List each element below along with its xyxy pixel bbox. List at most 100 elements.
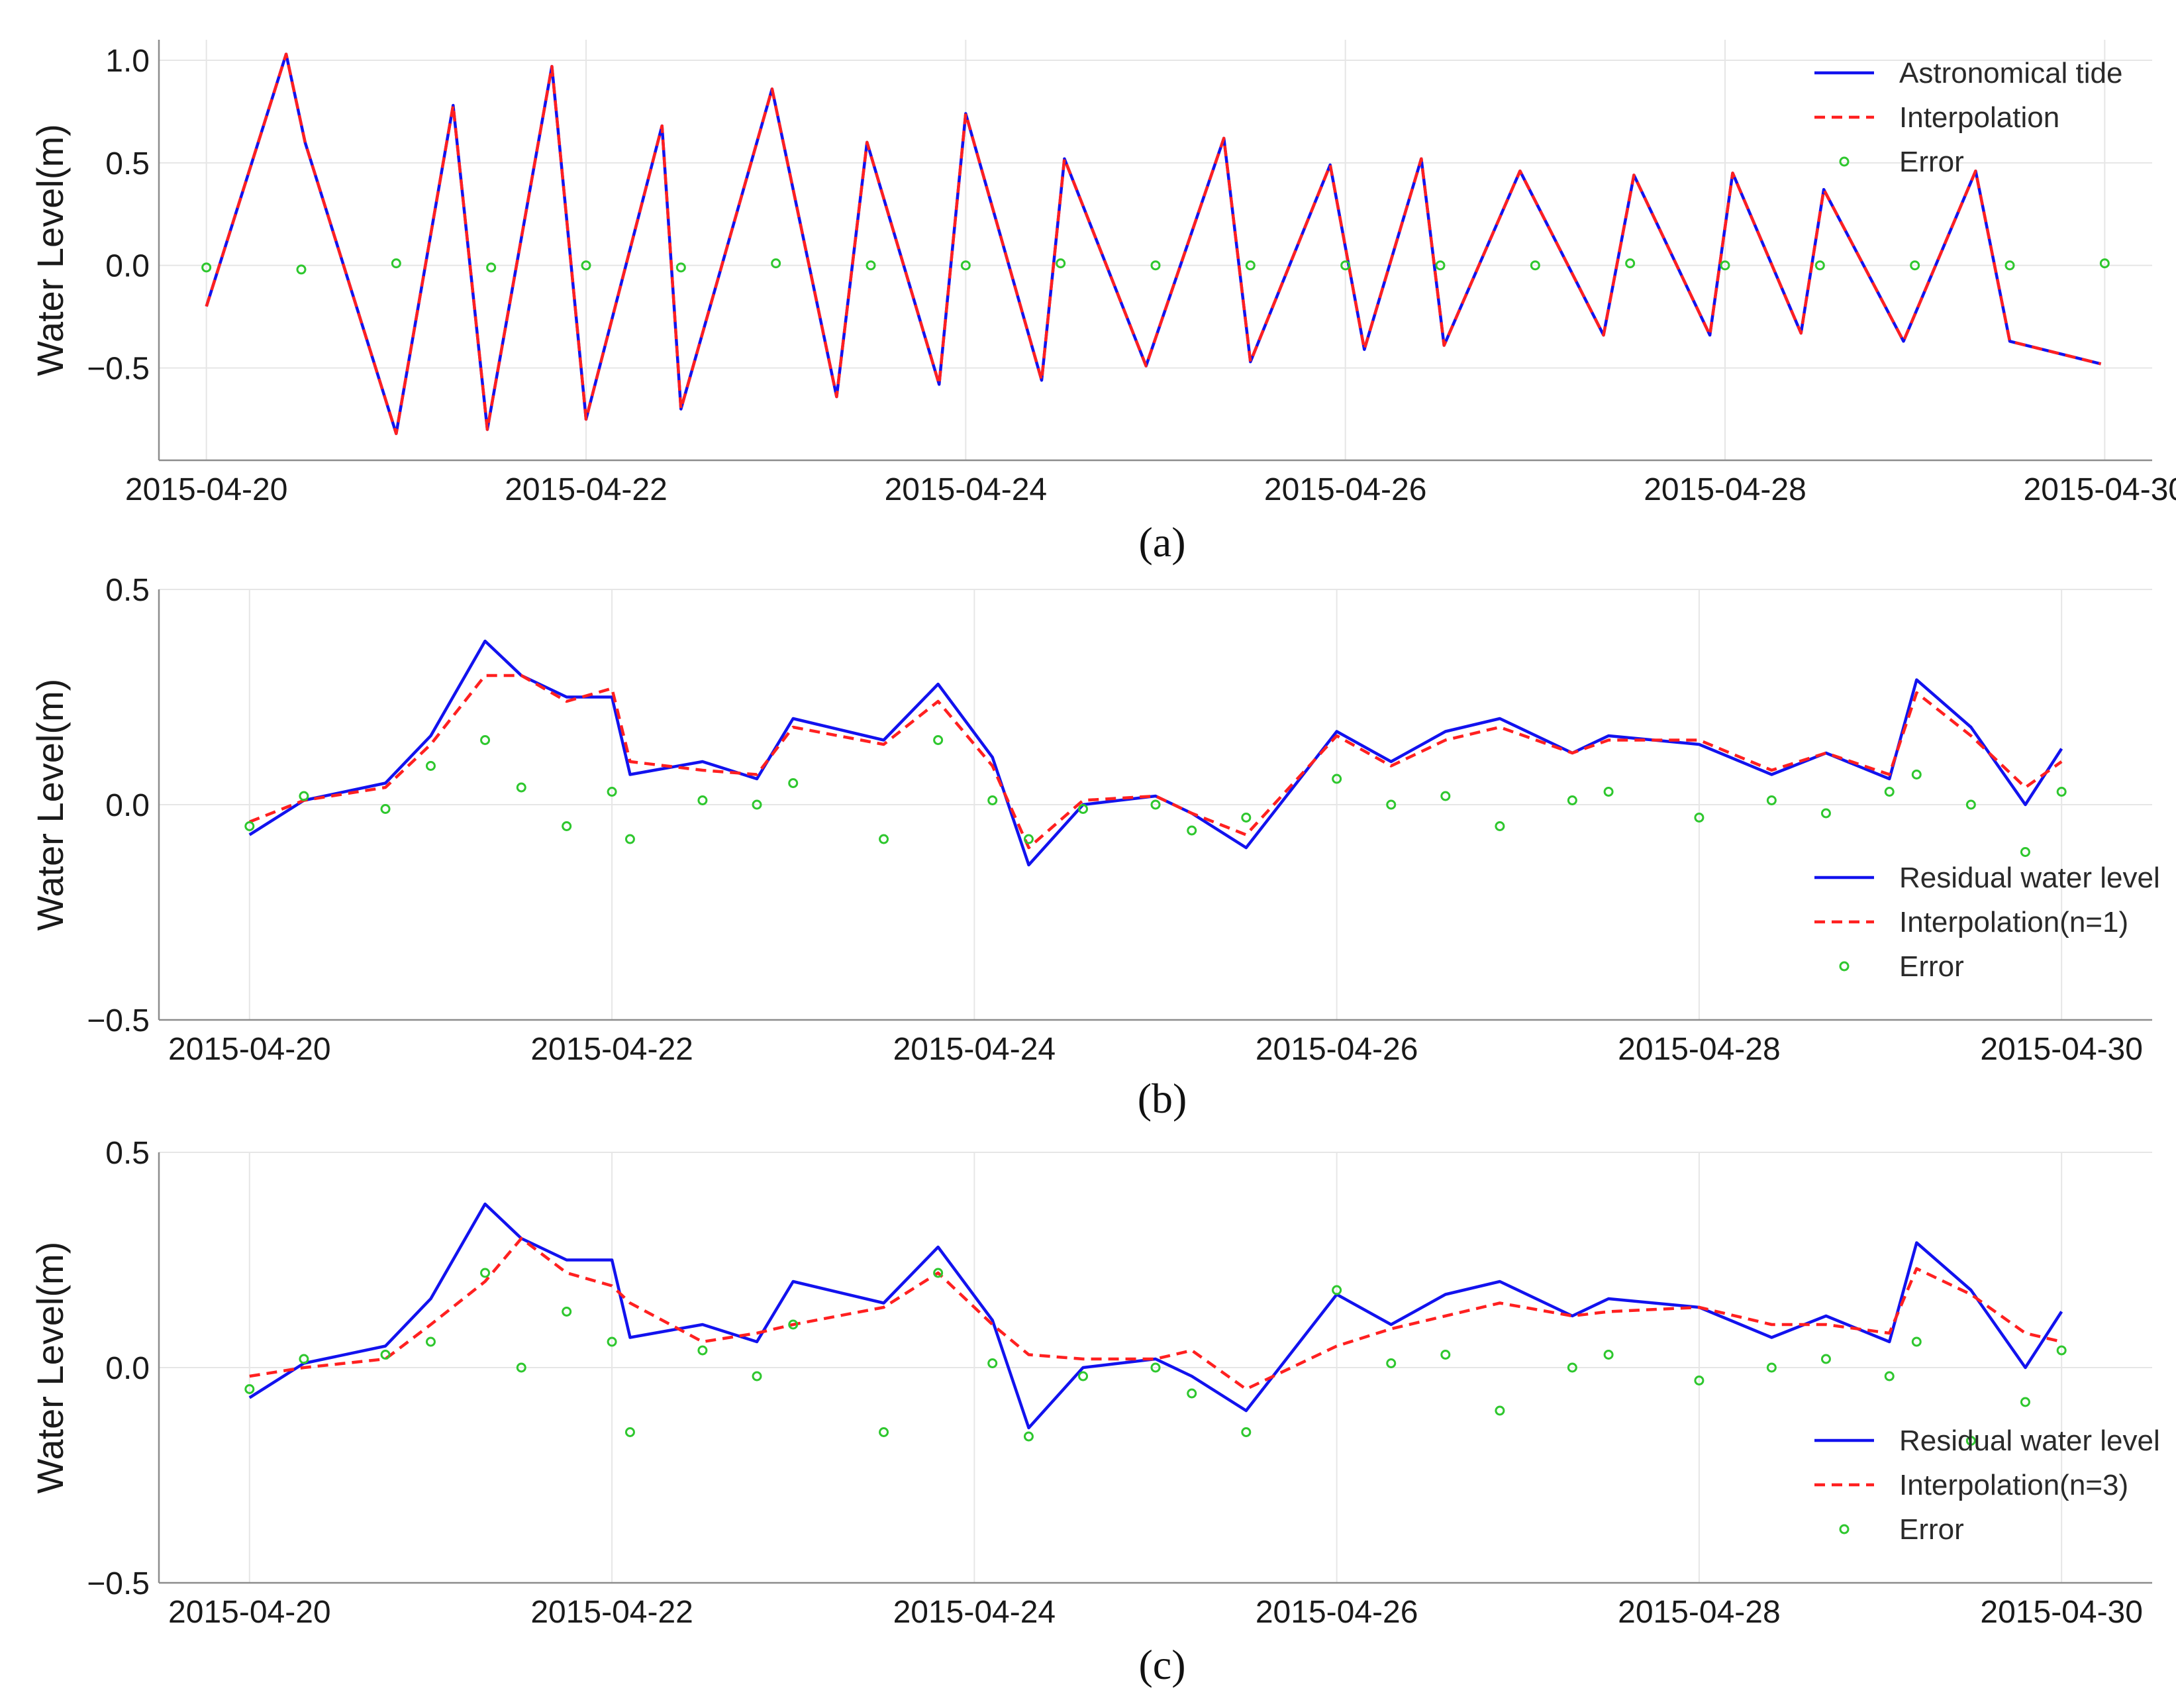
error-point	[1150, 1362, 1161, 1373]
legend-label: Interpolation	[1899, 101, 2059, 134]
error-point	[1187, 825, 1197, 836]
panel-label: (b)	[1138, 1075, 1187, 1122]
error-point	[1820, 1354, 1831, 1364]
error-point	[391, 258, 401, 269]
error-point	[1884, 787, 1895, 797]
y-axis-title: Water Level(m)	[29, 679, 71, 931]
error-point	[1694, 1376, 1705, 1385]
error-point	[1187, 1388, 1197, 1399]
error-point	[2020, 847, 2030, 857]
x-tick-label: 2015-04-30	[1980, 1595, 2143, 1630]
x-tick-label: 2015-04-22	[505, 472, 668, 507]
interpolation-line	[249, 1236, 2062, 1391]
error-point	[1911, 1336, 1922, 1347]
error-point	[1965, 799, 1976, 810]
error-point	[1495, 821, 1505, 831]
error-point	[1911, 770, 1922, 779]
error-point	[425, 761, 436, 771]
legend-label: Error	[1899, 146, 1964, 178]
observed-line	[248, 1202, 2063, 1430]
x-tick-label: 2015-04-24	[893, 1595, 1056, 1630]
y-tick-label: 0.0	[105, 249, 150, 284]
x-tick-label: 2015-04-22	[530, 1595, 693, 1630]
y-axis-title: Water Level(m)	[29, 1242, 71, 1494]
legend-label: Residual water level	[1899, 862, 2160, 894]
error-point	[1332, 774, 1342, 784]
error-point	[1495, 1405, 1505, 1416]
error-point	[562, 821, 572, 831]
error-point	[1567, 795, 1577, 805]
error-point	[675, 262, 686, 273]
error-point	[879, 1427, 889, 1437]
error-point	[1241, 1427, 1252, 1437]
x-tick-label: 2015-04-22	[530, 1032, 693, 1067]
error-point	[1332, 1285, 1342, 1295]
error-point	[1078, 804, 1089, 814]
legend-label: Astronomical tide	[1899, 57, 2122, 89]
error-point	[581, 260, 591, 271]
error-point	[1023, 1431, 1034, 1442]
error-point	[299, 791, 309, 801]
interpolation-line	[248, 674, 2063, 850]
x-tick-label: 2015-04-20	[125, 472, 288, 507]
chart-panel-c: −0.5 0.0 0.5 2015-04-20 2015-04-22 2015-04-24…	[29, 1136, 2160, 1688]
legend-label: Error	[1899, 950, 1964, 983]
x-tick-label: 2015-04-28	[1618, 1595, 1781, 1630]
series-residual-water-level	[248, 1202, 2063, 1430]
series-residual-water-level	[248, 639, 2063, 867]
error-point	[933, 735, 944, 745]
y-tick-label: 0.5	[105, 146, 150, 181]
observed-line	[248, 639, 2063, 867]
error-point	[752, 799, 762, 810]
error-point	[752, 1371, 762, 1381]
legend-label: Interpolation(n=3)	[1899, 1469, 2128, 1501]
x-tick-label: 2015-04-30	[1980, 1032, 2143, 1067]
error-point	[425, 1336, 436, 1347]
error-point	[2056, 787, 2067, 797]
error-point	[1150, 799, 1161, 810]
error-point	[1965, 1436, 1976, 1446]
error-point	[987, 1358, 998, 1368]
error-point	[960, 260, 971, 271]
series-interpolation-n-3-	[249, 1236, 2062, 1391]
error-point	[516, 782, 526, 793]
panel-label: (a)	[1138, 519, 1185, 566]
error-point	[296, 264, 307, 275]
error-point	[1625, 258, 1636, 269]
error-point	[771, 258, 781, 269]
x-tick-label: 2015-04-28	[1618, 1032, 1781, 1067]
y-tick-label: −0.5	[87, 1003, 150, 1038]
error-point	[380, 1350, 391, 1360]
error-point	[987, 795, 998, 805]
legend-label: Residual water level	[1899, 1425, 2160, 1457]
y-tick-label: 0.5	[105, 573, 150, 608]
error-point	[244, 1384, 255, 1394]
legend-swatch-error	[1839, 1524, 1850, 1534]
y-tick-label: 1.0	[105, 44, 150, 79]
x-tick-label: 2015-04-20	[168, 1595, 331, 1630]
error-point	[1440, 791, 1451, 801]
x-tick-label: 2015-04-26	[1256, 1595, 1418, 1630]
error-point	[1530, 260, 1540, 271]
error-point	[480, 1268, 491, 1278]
x-tick-label: 2015-04-24	[885, 472, 1048, 507]
error-point	[788, 778, 799, 788]
error-point	[1814, 260, 1825, 271]
y-axis-title: Water Level(m)	[29, 124, 71, 376]
error-point	[2020, 1397, 2030, 1407]
chart-panel-a: −0.5 0.0 0.5 1.0 2015-04-20 2015-04-22 2015-04…	[29, 40, 2176, 566]
legend: Astronomical tide Interpolation Error	[1814, 57, 2122, 178]
error-point	[697, 1345, 708, 1356]
error-point	[1910, 260, 1920, 271]
error-point	[2056, 1345, 2067, 1356]
error-point	[1386, 1358, 1397, 1368]
interpolation-line	[205, 52, 2102, 435]
error-point	[1694, 813, 1705, 823]
error-point	[1603, 787, 1614, 797]
error-point	[1241, 813, 1252, 823]
observed-line	[205, 52, 2102, 435]
error-point	[1078, 1371, 1089, 1381]
legend: Residual water level Interpolation(n=3) Er…	[1814, 1425, 2160, 1546]
series-error	[244, 1268, 2067, 1446]
series-interpolation	[205, 52, 2102, 435]
